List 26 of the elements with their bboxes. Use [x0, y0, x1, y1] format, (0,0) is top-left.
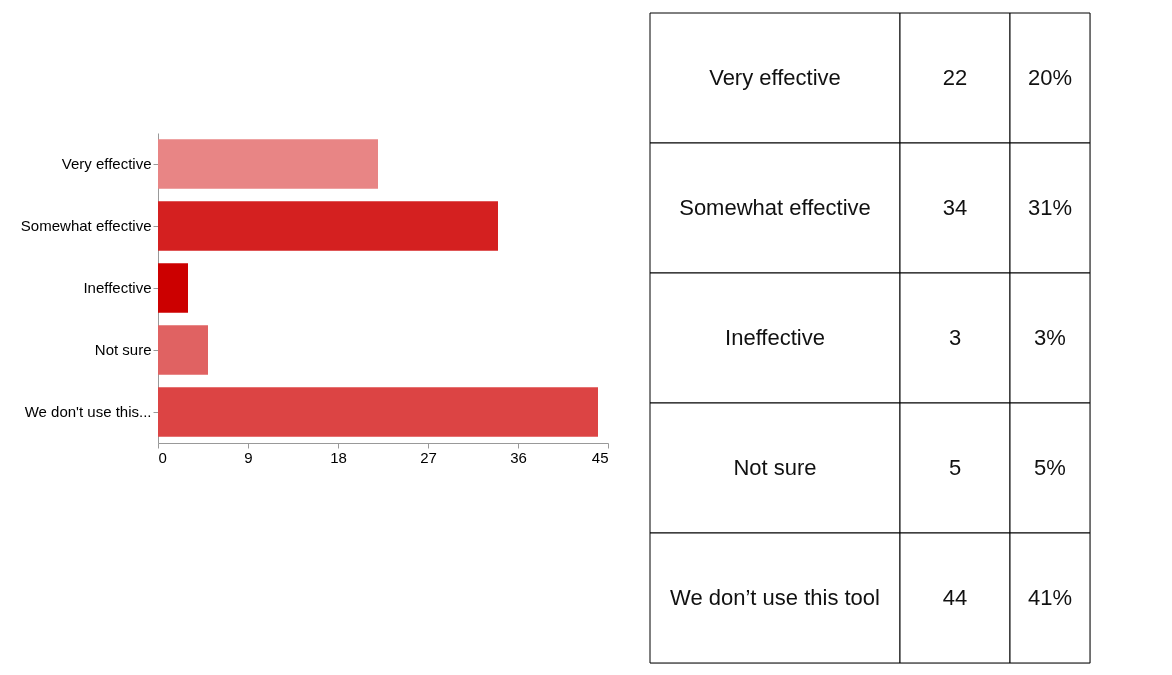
text: 31% [1027, 195, 1073, 220]
text: 5% [1034, 455, 1066, 480]
category-label: We don’t use this tool [670, 585, 880, 610]
text: 41% [1027, 585, 1073, 610]
x-tick-label: 45 [591, 448, 609, 466]
x-tick-label: 27 [420, 448, 437, 466]
y-tick-label: Somewhat effective [20, 217, 152, 234]
text: 20% [1027, 65, 1073, 90]
category-label: Not sure [733, 455, 817, 480]
x-tick-label: 9 [244, 448, 253, 466]
text: 5 [948, 455, 962, 480]
y-tick-label: Not sure [94, 341, 152, 358]
text: 22 [942, 65, 968, 90]
x-tick-label: 36 [510, 448, 527, 466]
x-tick-label: 0 [158, 448, 167, 466]
y-tick-label: Ineffective [83, 279, 152, 296]
text: 3% [1034, 325, 1066, 350]
text: 3 [948, 325, 962, 350]
text: 44 [942, 585, 968, 610]
y-tick-label: Very effective [61, 155, 152, 172]
category-label: Very effective [709, 65, 841, 90]
category-label: Somewhat effective [679, 195, 871, 220]
category-label: Ineffective [725, 325, 825, 350]
text: 34 [942, 195, 968, 220]
y-tick-label: We don't use this... [24, 403, 152, 420]
x-tick-label: 18 [330, 448, 347, 466]
